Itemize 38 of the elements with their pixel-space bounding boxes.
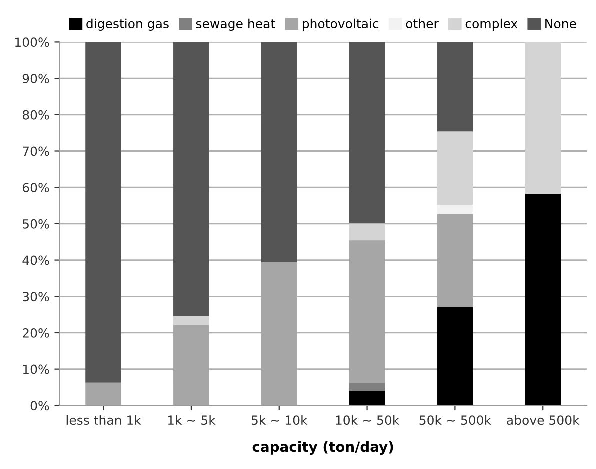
x-tick-label: 50k ~ 500k <box>420 415 492 426</box>
bar <box>437 306 474 406</box>
legend-label: complex <box>466 18 518 31</box>
x-tick-label: 10k ~ 50k <box>336 415 400 426</box>
x-tick-label: 1k ~ 5k <box>168 415 216 426</box>
legend-label: digestion gas <box>86 18 169 31</box>
x-axis-title: capacity (ton/day) <box>252 441 394 455</box>
legend-label: photovoltaic <box>302 18 379 31</box>
y-tick-label: 20% <box>23 328 50 338</box>
x-tick-label: above 500k <box>507 415 580 426</box>
y-tick-label: 100% <box>16 38 50 48</box>
legend-label: None <box>546 19 576 29</box>
x-tick-label: less than 1k <box>66 415 142 426</box>
bar <box>86 382 122 406</box>
bar <box>349 42 386 224</box>
bar <box>525 42 562 194</box>
bar <box>437 42 474 132</box>
y-tick-label: 0% <box>30 401 50 411</box>
y-tick-label: 40% <box>22 256 50 266</box>
legend-label: other <box>406 18 439 29</box>
legend-label: sewage heat <box>196 18 276 31</box>
bar <box>349 390 386 406</box>
bar <box>525 193 562 406</box>
y-tick-label: 30% <box>23 292 50 302</box>
y-tick-label: 70% <box>23 146 50 156</box>
y-tick-label: 80% <box>22 110 50 120</box>
y-tick-label: 10% <box>23 364 50 374</box>
x-tick-label: 5k ~ 10k <box>252 415 308 426</box>
bar <box>437 130 474 206</box>
bar <box>349 222 386 241</box>
y-tick-label: 50% <box>23 219 50 229</box>
y-tick-label: 60% <box>22 183 50 193</box>
y-tick-label: 90% <box>22 74 50 84</box>
bar <box>174 316 210 326</box>
bar <box>261 42 298 262</box>
bar <box>437 204 474 214</box>
bar <box>174 42 210 316</box>
bar <box>86 42 122 383</box>
